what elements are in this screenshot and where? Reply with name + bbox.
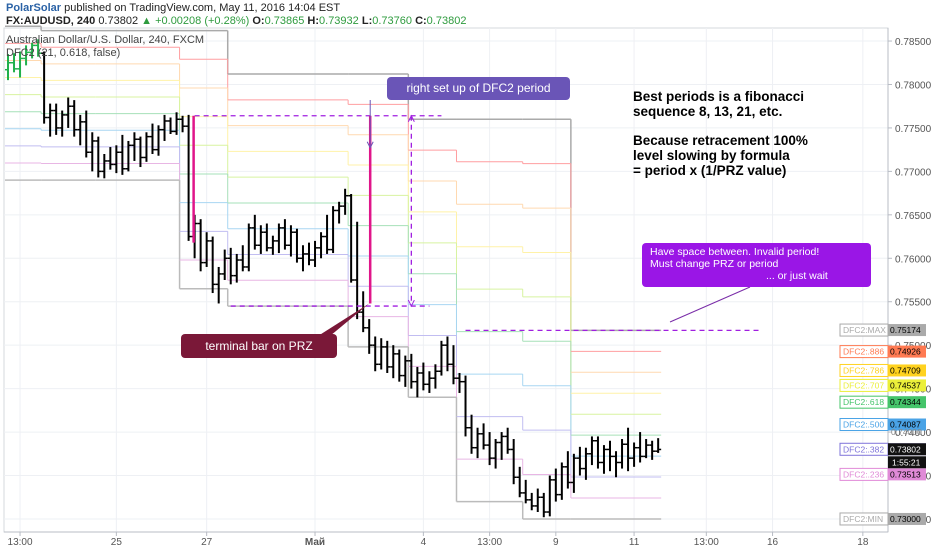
level-name-label: DFC2:.786 — [843, 365, 884, 375]
publish-info: published on TradingView.com, May 11, 20… — [64, 2, 341, 14]
time-tick-label: 18 — [857, 537, 869, 548]
level-name-label: DFC2:MAX — [843, 325, 886, 335]
callout-period-setup[interactable]: right set up of DFC2 period — [387, 77, 570, 100]
indicator-legend[interactable]: DFC2 (21, 0.618, false) — [6, 47, 121, 59]
time-tick-label: 25 — [111, 537, 123, 548]
level-name-label: DFC2:.382 — [843, 444, 884, 454]
low-label: L: — [361, 15, 373, 27]
level-value-box — [888, 364, 926, 377]
up-arrow-icon: ▲ — [141, 15, 153, 27]
symbol-label[interactable]: FX:AUDUSD, 240 — [6, 15, 96, 27]
level-value-label: 0.74537 — [890, 380, 921, 390]
time-tick-label: 13:00 — [694, 537, 719, 548]
close-value: 0.73802 — [426, 15, 467, 27]
chart-title: Australian Dollar/U.S. Dollar, 240, FXCM — [6, 34, 205, 46]
level-value-label: 0.75174 — [890, 325, 921, 335]
countdown-label: 1:55:21 — [892, 457, 921, 467]
close-label: C: — [415, 15, 427, 27]
level-value-box — [888, 396, 926, 409]
time-tick-label: 16 — [767, 537, 779, 548]
author-link[interactable]: PolarSolar — [6, 2, 62, 14]
price-change: +0.00208 (+0.28%) — [155, 15, 250, 27]
annotation-shapes — [192, 100, 761, 336]
last-price: 0.73802 — [98, 15, 139, 27]
callout-terminal-bar[interactable]: terminal bar on PRZ — [181, 334, 337, 358]
level-value-label: 0.74344 — [890, 397, 921, 407]
callout-line: ... or just wait — [766, 270, 828, 282]
current-price-label: 0.73802 — [890, 444, 921, 454]
level-value-label: 0.73513 — [890, 469, 921, 479]
level-value-box — [888, 418, 926, 431]
level-name-label: DFC2:.707 — [843, 380, 884, 390]
price-tick-label: 0.74000 — [895, 428, 932, 439]
note-line: = period x (1/PRZ value) — [633, 163, 787, 178]
countdown-tag — [888, 456, 926, 469]
level-value-box — [888, 324, 926, 337]
level-value-label: 0.74926 — [890, 347, 921, 357]
time-tick-label: 4 — [421, 537, 427, 548]
note-line: Best periods is a fibonacci — [633, 89, 805, 104]
arrow-up-icon — [407, 114, 415, 122]
open-value: 0.73865 — [264, 15, 305, 27]
time-tick-label: 9 — [553, 537, 559, 548]
price-tick-label: 0.78000 — [895, 80, 932, 91]
level-name-label: DFC2:.886 — [843, 347, 884, 357]
chart-axes: 0.78500 0.78000 0.77500 0.77000 0.76500 0.760… — [4, 28, 932, 548]
level-value-label: 0.74709 — [890, 365, 921, 375]
level-value-box — [888, 512, 926, 525]
note-line: level slowing by formula — [633, 148, 790, 163]
note-line: sequence 8, 13, 21, etc. — [633, 104, 783, 119]
ghost-price-label: 0.74000 — [891, 427, 922, 437]
level-value-box — [888, 468, 926, 481]
callout-pointer — [669, 286, 751, 323]
price-tick-label: 0.78500 — [895, 37, 932, 48]
arrow-down-icon — [366, 141, 374, 149]
time-tick-label: 13:00 — [477, 537, 502, 548]
open-label: O: — [252, 15, 265, 27]
low-value: 0.73760 — [372, 15, 412, 27]
price-tick-label: 0.75500 — [895, 298, 932, 309]
level-name-label: DFC2:.618 — [843, 397, 884, 407]
main-note: Best periods is a fibonacci sequence 8, … — [633, 89, 808, 178]
high-label: H: — [307, 15, 320, 27]
callout-pointer — [318, 303, 370, 336]
time-tick-label: 13:00 — [8, 537, 33, 548]
level-value-label: 0.73000 — [890, 514, 921, 524]
time-tick-label: 27 — [201, 537, 213, 548]
callout-line: Have space between. Invalid period! — [650, 246, 820, 258]
arrow-down-icon — [407, 299, 415, 308]
price-tick-label: 0.77000 — [895, 167, 932, 178]
level-value-box — [888, 379, 926, 392]
high-value: 0.73932 — [319, 15, 359, 27]
publish-line: PolarSolar published on TradingView.com,… — [6, 2, 340, 14]
time-tick-label: 11 — [629, 537, 640, 548]
level-name-label: DFC2:.236 — [843, 469, 884, 479]
price-tick-label: 0.76000 — [895, 254, 932, 265]
price-tick-label: 0.77500 — [895, 124, 932, 135]
current-price-tag — [888, 443, 926, 456]
note-line: Because retracement 100% — [633, 133, 808, 148]
level-name-label: DFC2:.500 — [843, 420, 884, 430]
symbol-line: FX:AUDUSD, 240 0.73802 ▲ +0.00208 (+0.28… — [6, 15, 466, 27]
time-tick-label: Май — [305, 537, 325, 548]
level-value-box — [888, 345, 926, 358]
level-name-label: DFC2:MIN — [843, 514, 883, 524]
level-value-label: 0.74087 — [890, 420, 921, 430]
callout-invalid-period[interactable]: Have space between. Invalid period! Must… — [642, 243, 871, 287]
price-tick-label: 0.76500 — [895, 211, 932, 222]
callout-line: Must change PRZ or period — [650, 258, 779, 270]
